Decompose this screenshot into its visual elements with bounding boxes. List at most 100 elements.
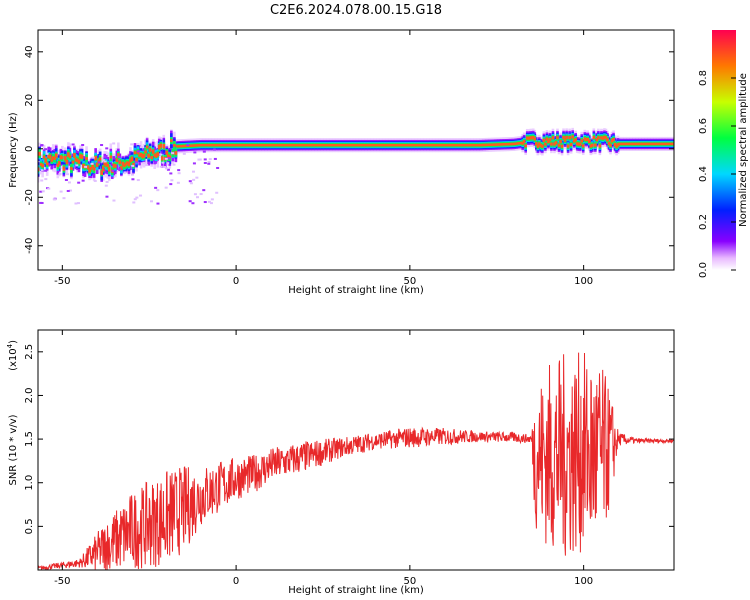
- heatmap-cell: [572, 139, 576, 143]
- heatmap-cell: [359, 143, 362, 147]
- heatmap-cell: [79, 154, 82, 159]
- heatmap-cell: [539, 144, 543, 148]
- heatmap-cell: [124, 162, 128, 166]
- heatmap-cell: [594, 143, 597, 147]
- heatmap-cell: [207, 143, 211, 147]
- heatmap-cell: [84, 165, 88, 168]
- heatmap-cell: [560, 144, 564, 148]
- heatmap-cell: [435, 143, 438, 147]
- heatmap-cell: [166, 168, 170, 171]
- x-tick-label: 100: [574, 576, 593, 587]
- heatmap-cell: [580, 139, 584, 143]
- heatmap-cell: [39, 190, 43, 193]
- heatmap-cell: [167, 157, 171, 160]
- heatmap-cell: [432, 143, 435, 147]
- heatmap-cell: [150, 200, 154, 203]
- heatmap-cell: [268, 143, 272, 147]
- heatmap-cell: [148, 148, 152, 152]
- heatmap-cell: [168, 155, 172, 159]
- y-tick-label: 2.0: [24, 388, 35, 404]
- heatmap-cell: [145, 164, 149, 167]
- heatmap-cell: [112, 199, 116, 202]
- heatmap-cell: [86, 165, 90, 170]
- heatmap-cell: [581, 144, 585, 148]
- heatmap-cell: [44, 169, 48, 172]
- colorbar-gradient: [712, 30, 736, 270]
- heatmap-cell: [530, 136, 534, 140]
- heatmap-cell: [627, 142, 630, 146]
- heatmap-cell: [150, 156, 153, 160]
- heatmap-cell: [459, 143, 462, 147]
- heatmap-cell: [131, 178, 135, 181]
- heatmap-cell: [323, 143, 326, 147]
- y-tick-label: -40: [24, 238, 35, 254]
- heatmap-cell: [457, 143, 461, 147]
- colorbar: 0.0 0.2 0.4 0.6 0.8 Normalized spectral ampl…: [698, 30, 749, 278]
- colorbar-tick-label: 0.8: [698, 70, 709, 86]
- heatmap-cell: [94, 156, 97, 161]
- heatmap-cell: [512, 142, 515, 146]
- heatmap-cell: [161, 161, 165, 164]
- heatmap-cell: [66, 189, 70, 192]
- snr-scale-label: (x104): [6, 340, 19, 371]
- heatmap-cell: [277, 143, 281, 147]
- heatmap-cell: [62, 197, 66, 200]
- heatmap-cell: [488, 143, 491, 147]
- heatmap-cell: [548, 138, 552, 142]
- heatmap-cell: [430, 143, 434, 147]
- heatmap-cell: [135, 196, 139, 199]
- heatmap-cell: [483, 143, 487, 147]
- heatmap-cell: [439, 143, 443, 147]
- heatmap-cell: [101, 166, 105, 172]
- heatmap-cell: [76, 202, 80, 205]
- heatmap-cell: [242, 143, 246, 147]
- heatmap-cell: [141, 154, 144, 159]
- heatmap-cell: [139, 152, 143, 157]
- heatmap-cell: [377, 143, 381, 147]
- heatmap-cell: [469, 143, 473, 147]
- heatmap-cell: [310, 143, 314, 147]
- heatmap-cell: [111, 169, 115, 172]
- heatmap-cell: [257, 143, 261, 147]
- heatmap-cell: [47, 155, 50, 159]
- heatmap-cell: [510, 142, 514, 146]
- heatmap-cell: [54, 153, 58, 158]
- heatmap-cell: [519, 141, 523, 145]
- heatmap-cell: [339, 143, 343, 147]
- heatmap-cell: [442, 143, 446, 147]
- heatmap-cell: [336, 143, 340, 147]
- heatmap-cell: [303, 143, 306, 147]
- heatmap-cell: [199, 193, 203, 196]
- heatmap-cell: [198, 158, 202, 161]
- heatmap-cell: [144, 150, 147, 154]
- spectrogram-frame: [37, 29, 675, 271]
- heatmap-cell: [460, 143, 464, 147]
- heatmap-cell: [106, 164, 110, 168]
- heatmap-cell: [330, 143, 334, 147]
- heatmap-cell: [300, 143, 303, 147]
- colorbar-tick-label: 0.4: [698, 166, 709, 182]
- heatmap-cell: [347, 143, 350, 147]
- heatmap-cell: [215, 191, 219, 194]
- heatmap-cell: [73, 153, 76, 158]
- heatmap-cell: [265, 143, 269, 147]
- y-tick-label: -20: [24, 189, 35, 205]
- heatmap-cell: [164, 167, 168, 170]
- heatmap-cell: [380, 143, 384, 147]
- heatmap-cell: [51, 156, 55, 160]
- heatmap-cell: [223, 143, 226, 147]
- x-tick-label: -50: [54, 576, 70, 587]
- heatmap-cell: [123, 171, 127, 174]
- heatmap-cell: [59, 190, 63, 193]
- heatmap-cell: [494, 143, 497, 146]
- heatmap-cell: [663, 142, 667, 146]
- heatmap-cell: [628, 142, 632, 146]
- heatmap-cell: [171, 152, 175, 155]
- snr-frame: [37, 329, 675, 571]
- heatmap-cell: [207, 160, 211, 163]
- heatmap-cell: [575, 142, 579, 146]
- heatmap-cell: [201, 143, 205, 147]
- heatmap-cell: [197, 144, 200, 147]
- heatmap-cell: [40, 179, 44, 182]
